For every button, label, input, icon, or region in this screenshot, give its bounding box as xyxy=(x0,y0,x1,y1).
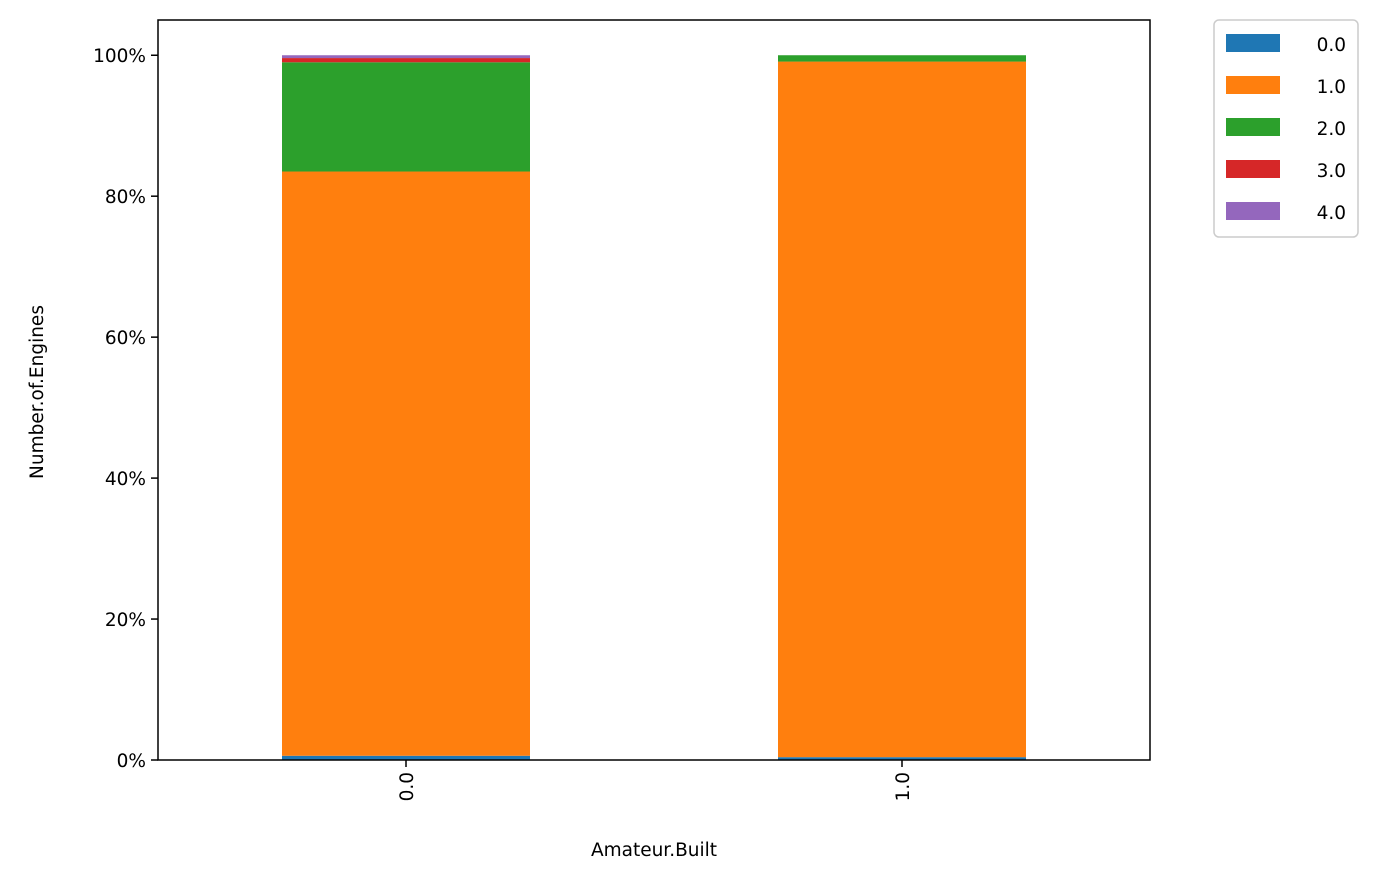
legend-label: 4.0 xyxy=(1317,203,1346,224)
y-tick-label: 80% xyxy=(105,187,146,208)
plot-frame xyxy=(157,19,1151,761)
y-tick-label: 0% xyxy=(117,751,146,772)
y-tick-label: 60% xyxy=(105,328,146,349)
x-tick-label: 1.0 xyxy=(893,772,914,801)
x-axis-label: Amateur.Built xyxy=(591,840,717,861)
x-tick-label: 0.0 xyxy=(397,772,418,801)
x-axis: 0.0 1.0 xyxy=(397,760,914,801)
bar-segment-0.0-series-1.0 xyxy=(282,171,530,756)
legend-swatch xyxy=(1226,202,1280,220)
legend-swatch xyxy=(1226,76,1280,94)
legend-label: 3.0 xyxy=(1317,161,1346,182)
y-tick-label: 40% xyxy=(105,469,146,490)
legend-items: 0.0 1.0 2.0 3.0 4.0 xyxy=(1226,34,1346,224)
y-tick-label: 100% xyxy=(93,46,146,67)
bar-segment-1.0-series-0.0 xyxy=(778,757,1026,760)
legend: 0.0 1.0 2.0 3.0 4.0 xyxy=(1213,19,1359,238)
legend-frame xyxy=(1213,19,1359,238)
legend-label: 1.0 xyxy=(1317,77,1346,98)
bar-segment-1.0-series-2.0 xyxy=(778,55,1026,62)
y-axis-label: Number.of.Engines xyxy=(27,305,48,479)
legend-swatch xyxy=(1226,160,1280,178)
legend-swatch xyxy=(1226,34,1280,52)
bar-segment-0.0-series-3.0 xyxy=(282,58,530,63)
bar-segment-0.0-series-2.0 xyxy=(282,62,530,172)
y-axis: 0% 20% 40% 60% 80% 100% xyxy=(93,46,158,772)
legend-label: 0.0 xyxy=(1317,35,1346,56)
legend-swatch xyxy=(1226,118,1280,136)
bar-segment-1.0-series-1.0 xyxy=(778,61,1026,758)
bar-segment-0.0-series-0.0 xyxy=(282,755,530,760)
legend-label: 2.0 xyxy=(1317,119,1346,140)
bars-layer xyxy=(282,55,1026,760)
y-tick-label: 20% xyxy=(105,610,146,631)
bar-segment-0.0-series-4.0 xyxy=(282,55,530,59)
